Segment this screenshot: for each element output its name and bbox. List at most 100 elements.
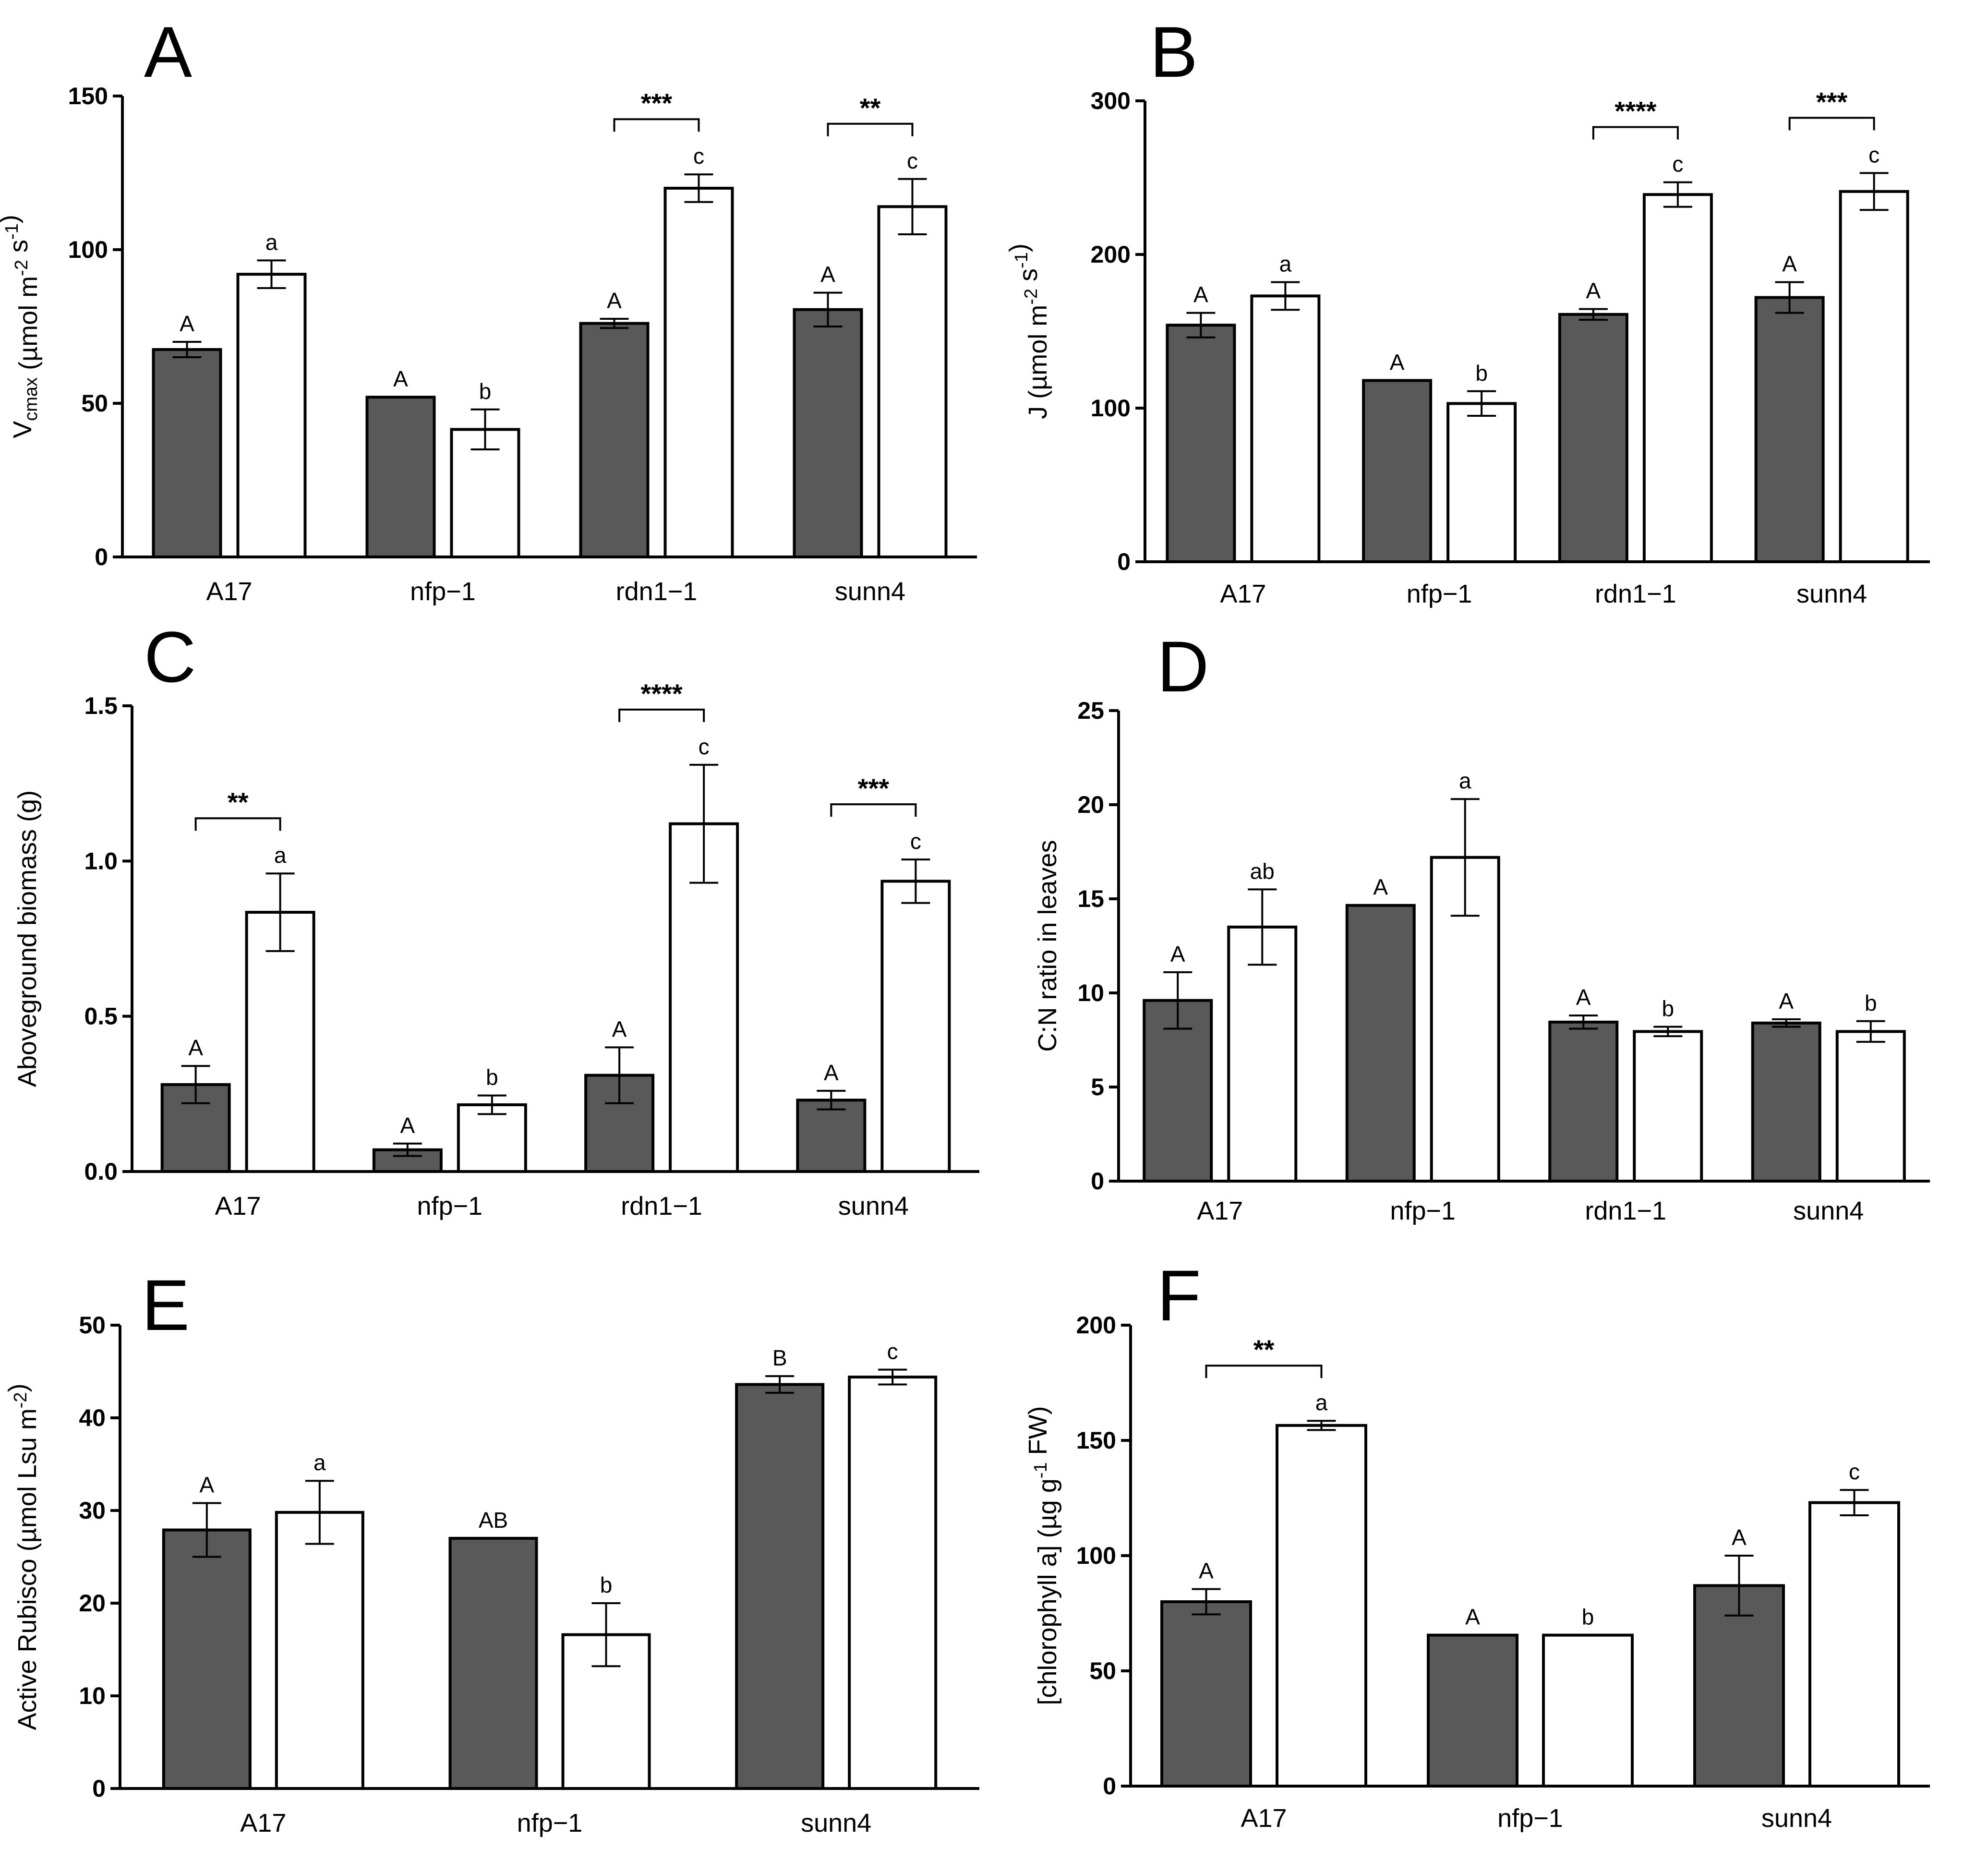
letter-label: B bbox=[772, 1345, 787, 1370]
letter-label: a bbox=[1279, 252, 1292, 277]
bar-white bbox=[1808, 1501, 1900, 1788]
panel-f: F 0 50 100 150 200 [chlorophyll a] (µg g-1 FW)… bbox=[1024, 1255, 1930, 1833]
category-label: sunn4 bbox=[801, 1809, 871, 1837]
category-label: A17 bbox=[1241, 1804, 1287, 1833]
y-tick-label: 0 bbox=[92, 1775, 106, 1802]
bar-white bbox=[450, 428, 520, 559]
bar-white bbox=[457, 1103, 527, 1173]
letter-label: A bbox=[1199, 1559, 1214, 1583]
y-tick-label: 30 bbox=[79, 1497, 106, 1524]
significance-stars: **** bbox=[641, 678, 683, 709]
letter-label: c bbox=[907, 148, 918, 173]
category-label: nfp−1 bbox=[517, 1809, 583, 1837]
bar-dark bbox=[1166, 324, 1236, 563]
bar-dark bbox=[448, 1536, 538, 1790]
bar-dark bbox=[1754, 296, 1825, 563]
category-label: nfp−1 bbox=[1407, 580, 1472, 608]
bar-white bbox=[1446, 402, 1517, 564]
bar-dark bbox=[1143, 999, 1213, 1183]
significance-bracket bbox=[827, 122, 914, 136]
category-label: rdn1−1 bbox=[1595, 580, 1676, 608]
bar-dark bbox=[365, 396, 436, 558]
y-tick-label: 50 bbox=[1089, 1657, 1116, 1684]
y-tick-label: 100 bbox=[1076, 1542, 1116, 1569]
letter-label: A bbox=[820, 262, 835, 287]
y-tick-label: 40 bbox=[79, 1404, 106, 1431]
bar-dark bbox=[1548, 1020, 1619, 1183]
y-tick-label: 1.5 bbox=[84, 692, 118, 719]
bar-dark bbox=[1751, 1021, 1821, 1183]
y-tick-label: 20 bbox=[79, 1590, 106, 1617]
letter-label: A bbox=[400, 1113, 415, 1138]
y-tick-label: 100 bbox=[68, 236, 108, 263]
y-tick-label: 100 bbox=[1091, 395, 1131, 422]
letter-label: c bbox=[1672, 152, 1683, 177]
letter-label: b bbox=[1865, 991, 1877, 1015]
letter-label: A bbox=[1779, 989, 1794, 1014]
y-axis-label: Vcmax (µmol m-2 s-1) bbox=[0, 215, 43, 438]
category-label: sunn4 bbox=[835, 577, 905, 606]
letter-label: A bbox=[1576, 985, 1591, 1010]
letter-label: A bbox=[1732, 1525, 1747, 1550]
category-label: A17 bbox=[1220, 580, 1266, 608]
bar-white bbox=[880, 880, 951, 1173]
letter-label: b bbox=[1582, 1605, 1594, 1630]
letter-label: A bbox=[612, 1016, 627, 1041]
letter-label: a bbox=[313, 1450, 326, 1475]
y-tick-label: 0 bbox=[1091, 1168, 1104, 1195]
bar-white bbox=[1276, 1424, 1367, 1788]
y-tick-label: 150 bbox=[68, 83, 108, 109]
letter-label: b bbox=[1662, 996, 1674, 1021]
significance-bracket bbox=[618, 708, 705, 722]
bar-dark bbox=[793, 308, 863, 558]
panel-c: C 0.0 0.5 1.0 1.5 Aboveground biomass (g) Aa A1… bbox=[13, 616, 979, 1221]
bar-dark bbox=[1362, 379, 1433, 564]
letter-label: A bbox=[1390, 350, 1405, 375]
y-tick-label: 50 bbox=[79, 1312, 106, 1339]
letter-label: A bbox=[1586, 278, 1601, 303]
category-label: rdn1−1 bbox=[616, 577, 698, 606]
letter-label: c bbox=[910, 829, 921, 854]
bar-white bbox=[275, 1511, 364, 1790]
category-label: nfp−1 bbox=[1390, 1196, 1456, 1225]
panel-letter-f: F bbox=[1157, 1255, 1201, 1336]
y-axis-label: Aboveground biomass (g) bbox=[13, 790, 42, 1087]
y-tick-label: 0 bbox=[95, 544, 108, 570]
letter-label: b bbox=[479, 379, 492, 404]
letter-label: c bbox=[887, 1339, 898, 1364]
bar-white bbox=[1250, 294, 1321, 563]
bar-dark bbox=[1345, 904, 1416, 1183]
letter-label: b bbox=[486, 1065, 498, 1090]
bar-dark bbox=[1160, 1600, 1252, 1788]
significance-stars: ** bbox=[860, 93, 881, 123]
y-axis-label: C:N ratio in leaves bbox=[1033, 840, 1062, 1051]
bar-white bbox=[877, 205, 948, 558]
bar-white bbox=[1839, 190, 1909, 563]
letter-label: A bbox=[1465, 1605, 1480, 1630]
letter-label: a bbox=[1459, 768, 1471, 793]
category-label: sunn4 bbox=[1793, 1196, 1864, 1225]
significance-bracket bbox=[1205, 1365, 1323, 1378]
bar-dark bbox=[735, 1383, 825, 1790]
bar-dark bbox=[1427, 1633, 1518, 1788]
letter-label: A bbox=[1782, 252, 1797, 277]
panel-letter-d: D bbox=[1157, 626, 1209, 707]
panel-d: D 0 5 10 15 20 25 C:N ratio in leaves Aab A17 Aa nf… bbox=[1033, 626, 1930, 1225]
letter-label: A bbox=[1193, 282, 1208, 307]
y-tick-label: 10 bbox=[1077, 979, 1104, 1006]
letter-label: b bbox=[600, 1572, 613, 1597]
y-tick-label: 25 bbox=[1077, 697, 1104, 724]
letter-label: A bbox=[1170, 942, 1185, 967]
significance-stars: ** bbox=[228, 787, 249, 817]
letter-label: ab bbox=[1250, 858, 1275, 883]
letter-label: c bbox=[1849, 1459, 1860, 1484]
category-label: rdn1−1 bbox=[621, 1192, 702, 1221]
letter-label: c bbox=[1868, 142, 1880, 167]
y-tick-label: 5 bbox=[1091, 1074, 1104, 1100]
letter-label: AB bbox=[479, 1508, 508, 1533]
letter-label: a bbox=[274, 843, 287, 868]
category-label: sunn4 bbox=[838, 1192, 909, 1221]
letter-label: A bbox=[1373, 875, 1388, 900]
category-label: nfp−1 bbox=[410, 577, 476, 606]
bar-white bbox=[1642, 193, 1713, 563]
